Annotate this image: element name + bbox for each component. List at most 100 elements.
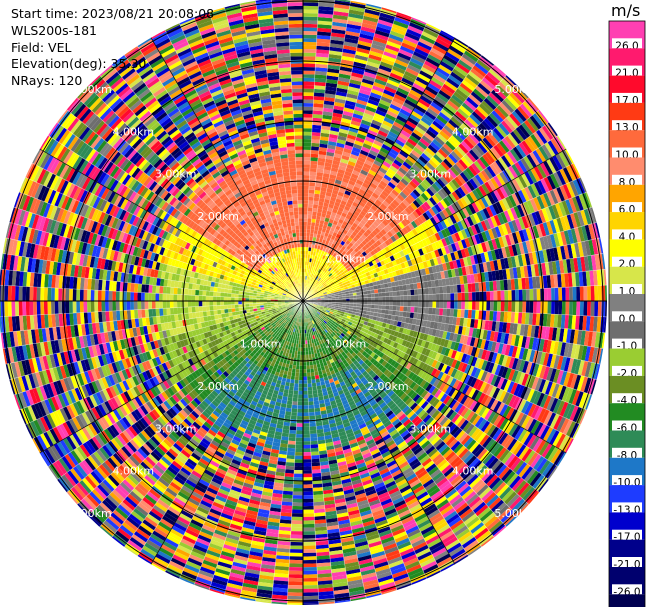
radar-gate (317, 288, 322, 292)
radar-gate (367, 99, 380, 107)
radar-gate (415, 143, 426, 153)
radar-gate (518, 142, 530, 156)
radar-gate (446, 285, 451, 294)
radar-gate (349, 192, 357, 199)
radar-gate (303, 153, 311, 158)
radar-gate (381, 235, 388, 242)
radar-gate (325, 155, 334, 161)
radar-gate (334, 101, 345, 108)
radar-gate (479, 156, 490, 168)
radar-gate (602, 365, 607, 383)
radar-gate (396, 305, 401, 312)
radar-gate (334, 149, 344, 155)
radar-gate (313, 266, 316, 271)
radar-gate (404, 207, 413, 215)
radar-gate (373, 176, 382, 184)
radar-gate (377, 19, 394, 28)
radar-gate (450, 224, 458, 234)
radar-gate (380, 163, 390, 172)
radar-gate (337, 256, 342, 261)
radar-gate (318, 257, 322, 262)
radar-gate (344, 141, 355, 147)
radar-gate (389, 191, 397, 200)
radar-gate (493, 189, 502, 202)
radar-gate (348, 180, 356, 186)
radar-gate (400, 295, 404, 301)
ray-separator (302, 0, 351, 302)
radar-gate (450, 293, 455, 301)
radar-gate (509, 148, 521, 162)
radar-gate (305, 257, 308, 262)
radar-gate (334, 179, 342, 185)
radar-gate (394, 196, 403, 205)
radar-gate (363, 112, 374, 120)
radar-gate (501, 137, 513, 151)
radar-gate (393, 247, 400, 254)
radar-gate (382, 54, 396, 63)
radar-gate (488, 68, 503, 82)
radar-gate (338, 218, 344, 224)
radar-gate (415, 5, 432, 15)
radar-gate (324, 285, 328, 289)
radar-gate (473, 127, 485, 140)
radar-gate (442, 173, 452, 184)
radar-gate (491, 110, 504, 123)
radar-gate (303, 207, 308, 212)
radar-gate (432, 73, 447, 84)
radar-gate (330, 196, 337, 202)
radar-gate (502, 76, 517, 90)
radar-gate (590, 301, 595, 317)
radar-gate (615, 268, 620, 285)
radar-gate (493, 144, 504, 158)
radar-gate (436, 67, 451, 78)
radar-gate (582, 157, 593, 174)
radar-gate (308, 200, 314, 205)
radar-gate (429, 216, 438, 226)
radar-gate (399, 290, 404, 296)
radar-gate (429, 141, 441, 152)
radar-gate (376, 106, 388, 114)
radar-gate (315, 56, 329, 62)
radar-gate (522, 289, 527, 301)
radar-gate (364, 213, 371, 220)
radar-gate (493, 301, 498, 312)
radar-gate (344, 190, 352, 196)
radar-gate (334, 201, 341, 207)
radar-gate (409, 238, 416, 246)
radar-gate (424, 237, 432, 246)
radar-gate (478, 185, 487, 197)
radar-gate (585, 173, 596, 190)
radar-gate (306, 236, 310, 241)
radar-gate (544, 142, 556, 157)
radar-gate (612, 334, 618, 351)
radar-gate (440, 229, 448, 238)
radar-gate (333, 105, 345, 111)
radar-gate (605, 349, 607, 367)
radar-gate (524, 119, 536, 134)
radar-gate (605, 285, 607, 301)
radar-gate (382, 301, 386, 306)
radar-gate (310, 153, 319, 158)
radar-gate (308, 193, 315, 198)
radar-gate (340, 271, 346, 276)
radar-gate (448, 119, 460, 130)
radar-gate (306, 229, 311, 233)
radar-gate (452, 212, 461, 223)
radar-gate (390, 242, 397, 249)
radar-gate (446, 301, 451, 309)
radar-gate (616, 301, 620, 318)
radar-gate (325, 86, 337, 92)
radar-gate (316, 268, 320, 273)
radar-gate (339, 248, 344, 254)
radar-gate (407, 204, 415, 213)
radar-gate (465, 135, 477, 147)
radar-gate (431, 194, 440, 204)
radar-gate (393, 186, 402, 194)
radar-gate (382, 200, 390, 208)
radar-gate (339, 203, 346, 209)
radar-gate (348, 127, 359, 134)
radar-gate (322, 176, 330, 182)
radar-gate (443, 293, 447, 301)
radar-gate (319, 285, 324, 289)
radar-gate (349, 153, 359, 160)
